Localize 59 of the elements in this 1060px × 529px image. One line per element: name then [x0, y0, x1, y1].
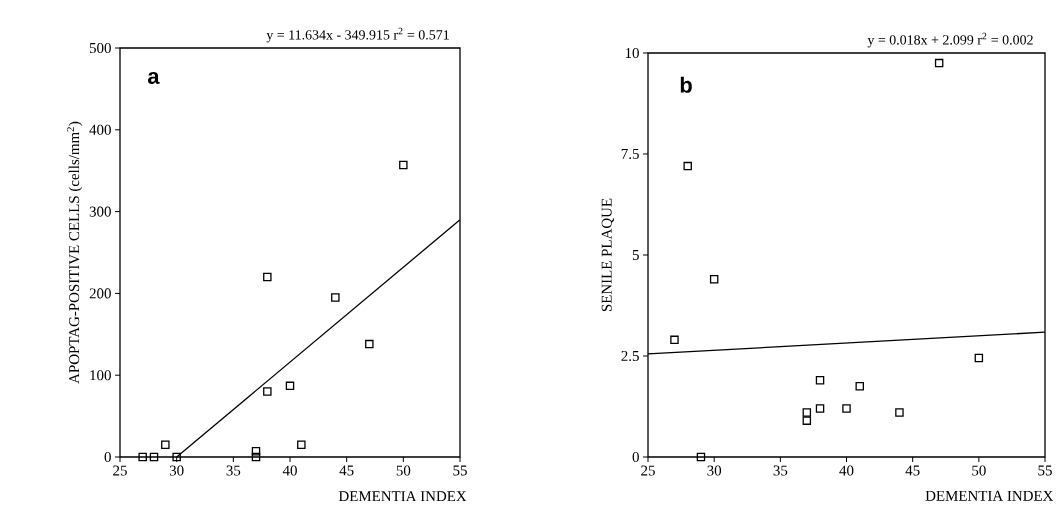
point — [855, 382, 864, 391]
point — [934, 58, 944, 68]
x-axis-title: DEMENTIA INDEX — [338, 491, 467, 502]
y-tick-label: 0 — [632, 451, 639, 463]
x-axis-title: DEMENTIA INDEX — [925, 490, 1054, 501]
y-tick-label: 7.5 — [621, 149, 639, 159]
x-tick-label: 35 — [226, 465, 241, 476]
x-tick-label: 40 — [839, 465, 854, 476]
y-axis-title: APOPTAG-POSITIVE CELLS (cells/mm$^{2}$) — [66, 121, 83, 384]
y-tick-label: 200 — [89, 288, 111, 299]
point — [696, 452, 706, 462]
y-tick-label: 10 — [625, 47, 639, 59]
x-tick-label: 55 — [453, 465, 467, 476]
point — [895, 408, 904, 417]
y-tick-label: 5 — [632, 250, 639, 260]
point — [399, 160, 408, 170]
x-tick-label: 25 — [113, 465, 127, 476]
x-tick-label: 50 — [972, 465, 986, 476]
chart-title: y = 0.018x + 2.099 r$^{2}$ = 0.002 — [867, 32, 1033, 48]
x-tick-label: 45 — [905, 465, 920, 476]
x-tick-label: 30 — [169, 465, 184, 476]
x-tick-label: 50 — [396, 465, 411, 476]
point — [149, 452, 159, 462]
x-tick-label: 30 — [707, 465, 722, 476]
x-tick-label: 25 — [641, 465, 655, 476]
point — [709, 274, 719, 284]
y-tick-label: 400 — [89, 124, 111, 135]
x-tick-label: 45 — [339, 465, 354, 476]
point — [974, 353, 984, 363]
annotation: b — [680, 76, 692, 93]
point — [285, 381, 295, 391]
point — [297, 440, 306, 449]
y-tick-label: 0 — [104, 451, 111, 463]
point — [815, 404, 825, 413]
point — [802, 408, 812, 417]
point — [263, 272, 272, 282]
y-tick-label: 500 — [89, 42, 111, 54]
point — [842, 404, 851, 413]
point — [251, 447, 261, 456]
x-tick-label: 35 — [773, 465, 788, 476]
point — [670, 335, 679, 345]
point — [251, 452, 261, 462]
annotation: a — [147, 71, 160, 84]
point — [161, 440, 170, 449]
y-axis-title: SENILE PLAQUE — [601, 198, 614, 312]
point — [683, 161, 692, 171]
y-tick-label: 300 — [89, 206, 111, 217]
point — [331, 293, 340, 302]
x-tick-label: 55 — [1038, 465, 1052, 476]
point — [802, 416, 812, 425]
point — [815, 375, 825, 385]
point — [172, 452, 181, 462]
point — [365, 339, 374, 349]
x-tick-label: 40 — [282, 465, 297, 476]
y-tick-label: 100 — [90, 370, 111, 381]
y-tick-label: 2.5 — [621, 350, 639, 362]
point — [263, 387, 272, 396]
point — [138, 452, 147, 462]
chart-title: y = 11.634x - 349.915 r$^{2}$ = 0.571 — [266, 27, 449, 43]
